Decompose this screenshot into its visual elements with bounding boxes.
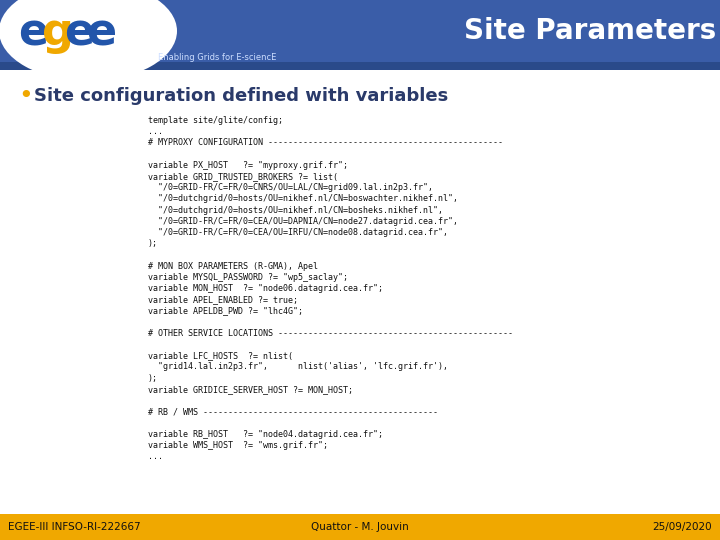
Text: variable PX_HOST   ?= "myproxy.grif.fr";: variable PX_HOST ?= "myproxy.grif.fr"; bbox=[148, 161, 348, 170]
Text: "/0=GRID-FR/C=FR/0=CNRS/OU=LAL/CN=grid09.lal.in2p3.fr",: "/0=GRID-FR/C=FR/0=CNRS/OU=LAL/CN=grid09… bbox=[148, 183, 433, 192]
Text: "/0=GRID-FR/C=FR/0=CEA/OU=IRFU/CN=node08.datagrid.cea.fr",: "/0=GRID-FR/C=FR/0=CEA/OU=IRFU/CN=node08… bbox=[148, 228, 448, 237]
Text: # OTHER SERVICE LOCATIONS -----------------------------------------------: # OTHER SERVICE LOCATIONS --------------… bbox=[148, 329, 513, 338]
Text: "grid14.lal.in2p3.fr",      nlist('alias', 'lfc.grif.fr'),: "grid14.lal.in2p3.fr", nlist('alias', 'l… bbox=[148, 362, 448, 372]
Bar bbox=[0, 514, 720, 540]
Text: ...: ... bbox=[148, 452, 163, 461]
Text: variable MON_HOST  ?= "node06.datagrid.cea.fr";: variable MON_HOST ?= "node06.datagrid.ce… bbox=[148, 284, 383, 293]
Text: e: e bbox=[64, 11, 94, 55]
Text: ...: ... bbox=[148, 127, 163, 136]
Text: e: e bbox=[18, 11, 48, 55]
Text: variable APELDB_PWD ?= "lhc4G";: variable APELDB_PWD ?= "lhc4G"; bbox=[148, 306, 303, 315]
Text: 25/09/2020: 25/09/2020 bbox=[652, 522, 712, 532]
Text: "/0=dutchgrid/0=hosts/OU=nikhef.nl/CN=boswachter.nikhef.nl",: "/0=dutchgrid/0=hosts/OU=nikhef.nl/CN=bo… bbox=[148, 194, 458, 204]
Text: template site/glite/config;: template site/glite/config; bbox=[148, 116, 283, 125]
Text: );: ); bbox=[148, 239, 158, 248]
Text: variable RB_HOST   ?= "node04.datagrid.cea.fr";: variable RB_HOST ?= "node04.datagrid.cea… bbox=[148, 430, 383, 438]
Text: variable WMS_HOST  ?= "wms.grif.fr";: variable WMS_HOST ?= "wms.grif.fr"; bbox=[148, 441, 328, 450]
Text: Enabling Grids for E-sciencE: Enabling Grids for E-sciencE bbox=[158, 52, 276, 62]
Text: Site configuration defined with variables: Site configuration defined with variable… bbox=[34, 87, 449, 105]
Text: # MON BOX PARAMETERS (R-GMA), Apel: # MON BOX PARAMETERS (R-GMA), Apel bbox=[148, 261, 318, 271]
Bar bbox=[0, 0, 720, 70]
Text: •: • bbox=[18, 84, 32, 108]
Text: Site Parameters: Site Parameters bbox=[464, 17, 716, 45]
Text: variable GRIDICE_SERVER_HOST ?= MON_HOST;: variable GRIDICE_SERVER_HOST ?= MON_HOST… bbox=[148, 385, 353, 394]
Text: "/0=dutchgrid/0=hosts/OU=nikhef.nl/CN=bosheks.nikhef.nl",: "/0=dutchgrid/0=hosts/OU=nikhef.nl/CN=bo… bbox=[148, 206, 443, 214]
Text: Quattor - M. Jouvin: Quattor - M. Jouvin bbox=[311, 522, 409, 532]
Text: variable MYSQL_PASSWORD ?= "wp5_saclay";: variable MYSQL_PASSWORD ?= "wp5_saclay"; bbox=[148, 273, 348, 282]
Text: variable GRID_TRUSTED_BROKERS ?= list(: variable GRID_TRUSTED_BROKERS ?= list( bbox=[148, 172, 338, 181]
Text: );: ); bbox=[148, 374, 158, 383]
Text: variable APEL_ENABLED ?= true;: variable APEL_ENABLED ?= true; bbox=[148, 295, 298, 304]
Text: g: g bbox=[42, 11, 74, 55]
Text: e: e bbox=[86, 11, 116, 55]
Text: # MYPROXY CONFIGURATION -----------------------------------------------: # MYPROXY CONFIGURATION ----------------… bbox=[148, 138, 503, 147]
Text: "/0=GRID-FR/C=FR/0=CEA/OU=DAPNIA/CN=node27.datagrid.cea.fr",: "/0=GRID-FR/C=FR/0=CEA/OU=DAPNIA/CN=node… bbox=[148, 217, 458, 226]
Bar bbox=[0, 62, 720, 70]
Text: # RB / WMS -----------------------------------------------: # RB / WMS -----------------------------… bbox=[148, 407, 438, 416]
Text: variable LFC_HOSTS  ?= nlist(: variable LFC_HOSTS ?= nlist( bbox=[148, 351, 293, 360]
Text: EGEE-III INFSO-RI-222667: EGEE-III INFSO-RI-222667 bbox=[8, 522, 140, 532]
Ellipse shape bbox=[0, 0, 177, 81]
